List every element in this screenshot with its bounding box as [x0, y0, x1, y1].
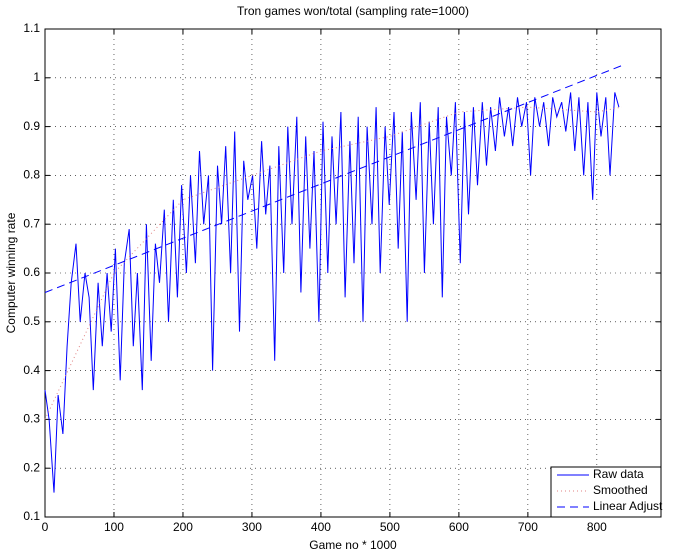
- x-tick-label: 300: [242, 520, 262, 534]
- y-tick-label: 0.5: [23, 314, 40, 328]
- y-tick-label: 0.7: [23, 216, 40, 230]
- y-tick-label: 0.3: [23, 412, 40, 426]
- legend-label: Raw data: [593, 467, 644, 481]
- y-tick-label: 0.2: [23, 460, 40, 474]
- plot-frame: [44, 28, 662, 518]
- x-tick-label: 500: [380, 520, 400, 534]
- legend-label: Smoothed: [593, 483, 648, 497]
- y-tick-label: 0.8: [23, 168, 40, 182]
- x-tick-label: 700: [518, 520, 538, 534]
- x-tick-label: 200: [173, 520, 193, 534]
- y-tick-label: 0.1: [23, 509, 40, 523]
- y-tick-label: 0.9: [23, 119, 40, 133]
- y-tick-label: 1.1: [23, 21, 40, 35]
- x-tick-label: 800: [587, 520, 607, 534]
- chart-title: Tron games won/total (sampling rate=1000…: [237, 4, 469, 18]
- legend-label: Linear Adjust: [593, 499, 663, 513]
- y-tick-label: 0.6: [23, 265, 40, 279]
- series-line: [44, 92, 620, 493]
- x-axis-label: Game no * 1000: [309, 538, 397, 552]
- y-axis-label: Computer winning rate: [4, 212, 18, 333]
- series-line: [44, 106, 622, 420]
- y-tick-label: 0.4: [23, 363, 40, 377]
- y-tick-label: 1: [33, 70, 40, 84]
- x-tick-label: 100: [104, 520, 124, 534]
- x-tick-label: 400: [311, 520, 331, 534]
- x-tick-label: 0: [42, 520, 49, 534]
- x-tick-label: 600: [449, 520, 469, 534]
